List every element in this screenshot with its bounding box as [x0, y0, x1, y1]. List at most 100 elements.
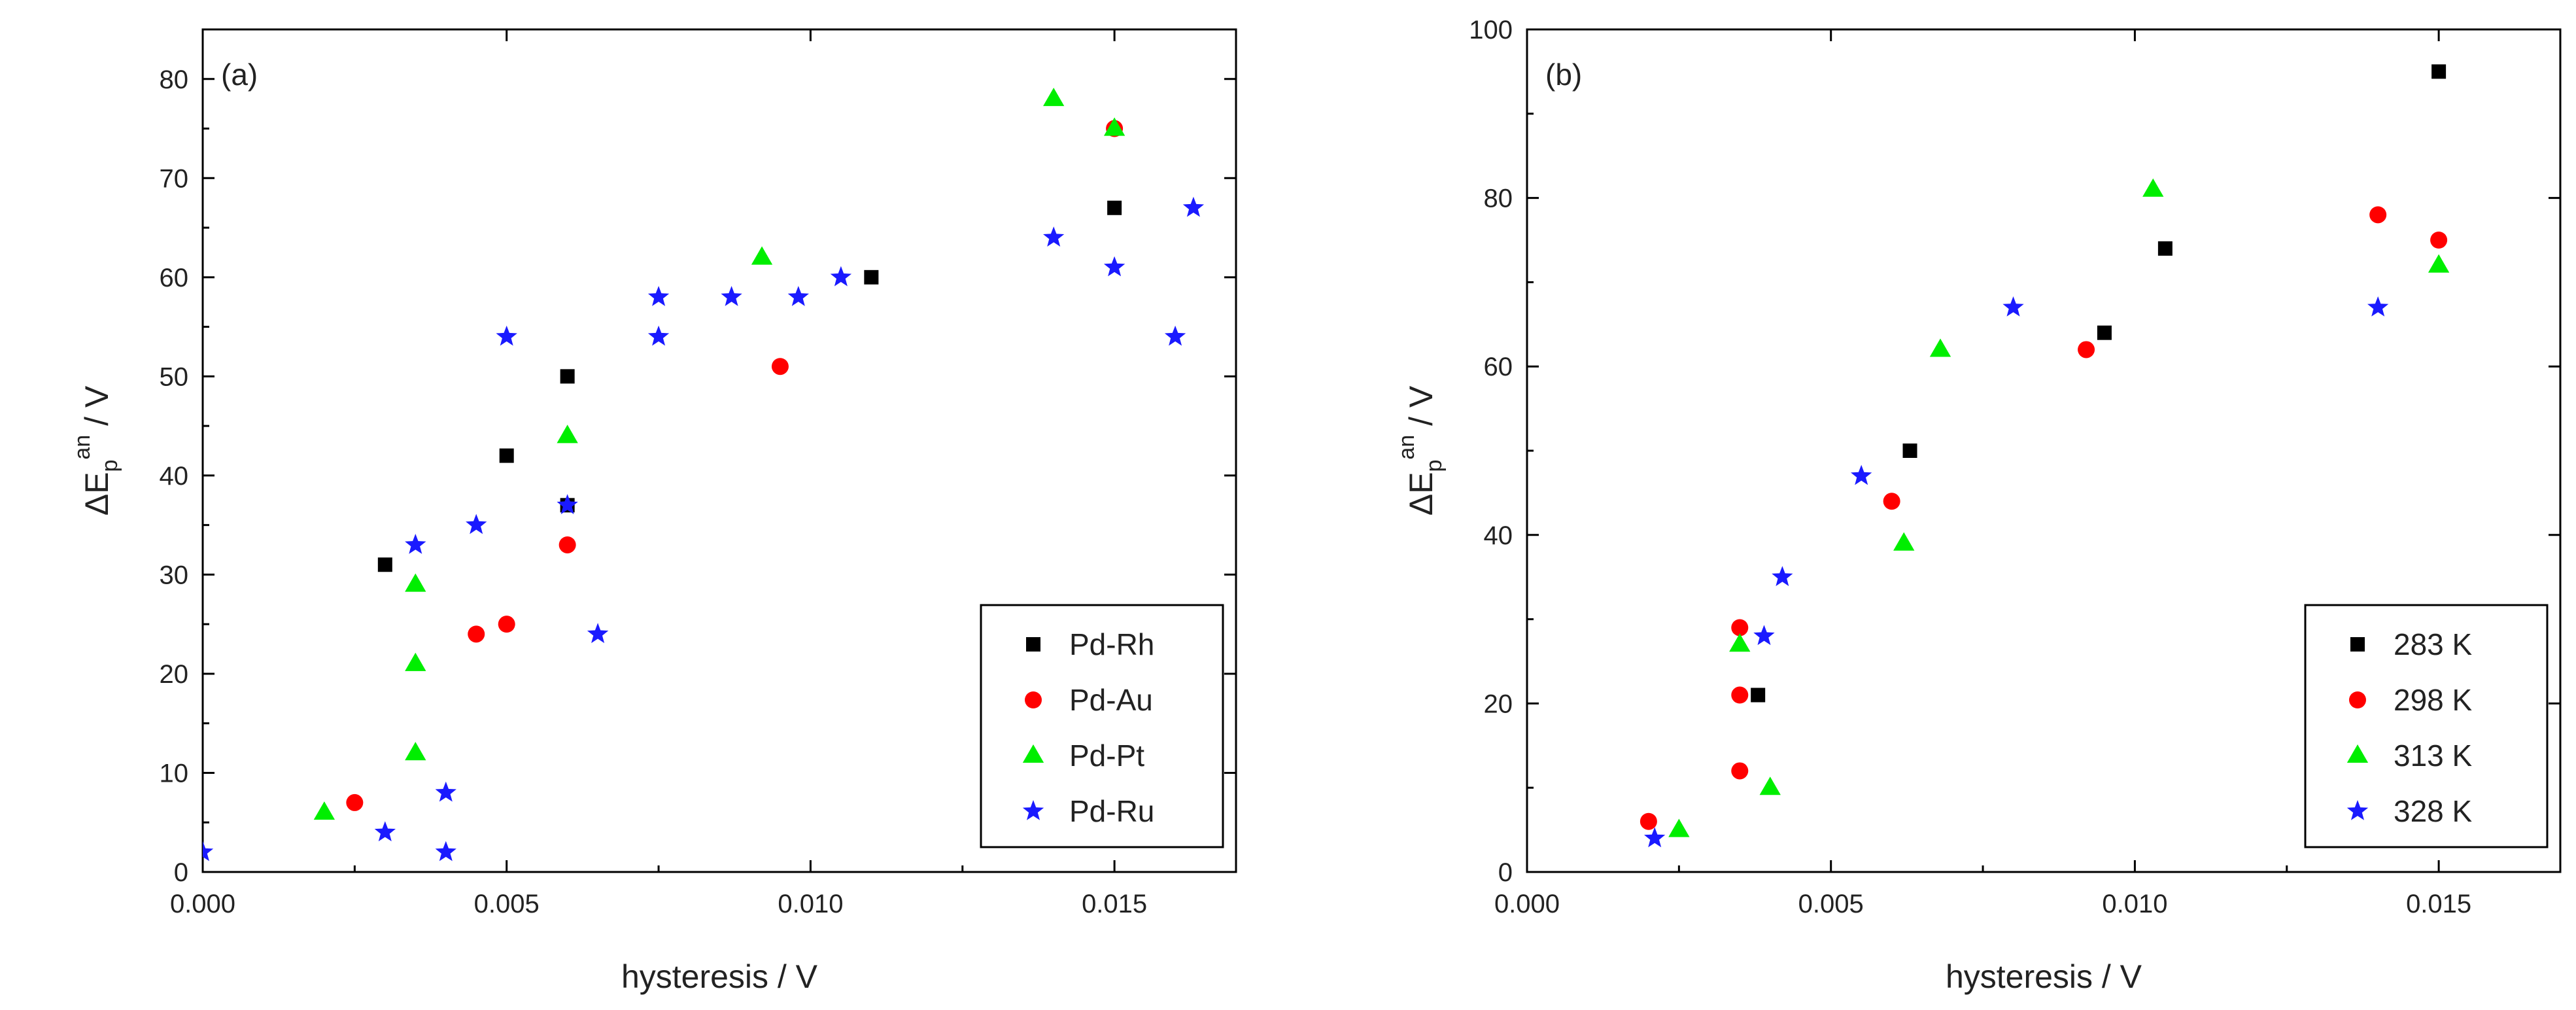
y-axis-title: ΔEpan / V	[1394, 385, 1447, 515]
y-axis-title-text: ΔEpan / V	[70, 385, 122, 515]
legend-marker	[1025, 691, 1042, 708]
point-pd-ru	[647, 325, 670, 346]
point-283-k	[1751, 688, 1766, 703]
point-313-k	[1893, 532, 1915, 551]
legend-label: Pd-Au	[1069, 683, 1153, 717]
point-pd-ru	[647, 286, 670, 306]
point-pd-ru	[721, 286, 742, 306]
point-pd-ru	[1043, 226, 1065, 247]
legend-marker	[1022, 800, 1044, 820]
point-283-k	[2097, 325, 2112, 340]
x-tick-label: 0.010	[2102, 890, 2167, 918]
y-axis-title: ΔEpan / V	[70, 385, 122, 515]
y-axis-title-text: ΔEpan / V	[1394, 385, 1447, 515]
point-pd-ru	[830, 266, 852, 287]
chart-panel-a: 0.000 0.005 0.010 0.015 0 10 20 30 40 50 60 70 80 (a)…	[70, 28, 1237, 995]
point-pd-ru	[374, 821, 396, 842]
point-pd-au	[558, 536, 576, 553]
point-298-k	[1731, 686, 1749, 704]
point-313-k	[1668, 818, 1690, 837]
y-tick-label: 0	[1498, 858, 1513, 887]
legend-box	[980, 604, 1224, 848]
point-313-k	[1729, 633, 1751, 652]
x-tick-label: 0.015	[1082, 890, 1147, 918]
point-328-k	[2002, 296, 2024, 317]
point-298-k	[2369, 206, 2387, 224]
y-tick-label: 50	[160, 362, 189, 391]
point-pd-ru	[405, 534, 426, 554]
point-283-k	[2157, 241, 2172, 256]
point-298-k	[1883, 493, 1900, 510]
point-313-k	[1929, 338, 1951, 357]
point-pd-rh	[560, 369, 575, 384]
point-313-k	[2142, 178, 2164, 197]
x-tick-label: 0.010	[778, 890, 843, 918]
point-pd-pt	[405, 573, 426, 592]
legend: Pd-Rh Pd-Au Pd-Pt Pd-Ru	[980, 604, 1224, 848]
legend-label: Pd-Pt	[1069, 739, 1144, 773]
x-tick-label: 0.000	[170, 890, 235, 918]
y-tick-label: 70	[160, 164, 189, 193]
legend-marker	[2349, 691, 2366, 708]
chart-panel-b: 0.000 0.005 0.010 0.015 0 20 40 60 80 100 (b) hyste…	[1394, 16, 2562, 995]
y-tick-label: 60	[160, 264, 189, 292]
plot-frame	[201, 28, 1237, 873]
y-tick-label: 80	[160, 65, 189, 94]
point-283-k	[2431, 64, 2447, 79]
legend-box	[2304, 604, 2549, 848]
point-pd-pt	[1103, 117, 1125, 136]
y-axis-title-sup: an	[1394, 435, 1419, 460]
y-axis-title-sub: p	[97, 460, 122, 472]
point-pd-pt	[405, 652, 426, 671]
legend-marker	[2346, 800, 2369, 820]
y-tick-label: 80	[1484, 184, 1513, 213]
point-pd-rh	[1107, 200, 1122, 215]
point-pd-pt	[557, 425, 578, 444]
point-pd-pt	[313, 801, 335, 820]
x-axis-title: hysteresis / V	[1946, 958, 2142, 995]
point-pd-pt	[751, 246, 773, 265]
y-tick-label: 100	[1469, 16, 1513, 44]
legend-label: 283 K	[2394, 627, 2473, 661]
point-pd-ru	[557, 494, 578, 515]
y-tick-label: 40	[160, 462, 189, 491]
legend-label: 298 K	[2394, 683, 2473, 717]
point-298-k	[1731, 762, 1749, 780]
data-points	[203, 88, 1205, 862]
point-283-k	[1902, 444, 1917, 458]
point-pd-rh	[864, 270, 879, 285]
legend-label: Pd-Rh	[1069, 627, 1154, 661]
point-298-k	[2078, 341, 2095, 358]
data-points	[1640, 64, 2450, 848]
point-pd-ru	[787, 286, 809, 306]
point-pd-ru	[435, 841, 456, 862]
point-328-k	[2367, 296, 2389, 317]
point-298-k	[2430, 232, 2448, 249]
point-pd-ru	[496, 325, 517, 346]
legend-marker	[1026, 637, 1040, 652]
legend-label: 328 K	[2394, 794, 2473, 828]
y-tick-label: 40	[1484, 521, 1513, 550]
legend-label: Pd-Ru	[1069, 794, 1154, 828]
y-axis-title-main: ΔE	[78, 472, 115, 516]
point-pd-rh	[377, 557, 392, 572]
point-328-k	[1772, 566, 1793, 586]
point-pd-pt	[1043, 88, 1065, 107]
y-axis-title-main: ΔE	[1403, 472, 1439, 516]
y-tick-label: 20	[160, 660, 189, 689]
point-328-k	[1644, 827, 1666, 848]
x-axis-title: hysteresis / V	[621, 958, 818, 995]
x-tick-label: 0.015	[2406, 890, 2471, 918]
legend: 283 K 298 K 313 K 328 K	[2304, 604, 2549, 848]
point-pd-ru	[1182, 196, 1205, 217]
point-pd-ru	[1103, 256, 1125, 277]
y-tick-label: 20	[1484, 689, 1513, 718]
point-pd-ru	[203, 841, 214, 862]
legend-label: 313 K	[2394, 739, 2473, 773]
point-313-k	[2428, 254, 2450, 273]
y-tick-label: 60	[1484, 353, 1513, 381]
y-tick-label: 30	[160, 561, 189, 589]
panel-label: (b)	[1545, 58, 1582, 92]
y-axis-title-unit: / V	[1403, 385, 1439, 435]
